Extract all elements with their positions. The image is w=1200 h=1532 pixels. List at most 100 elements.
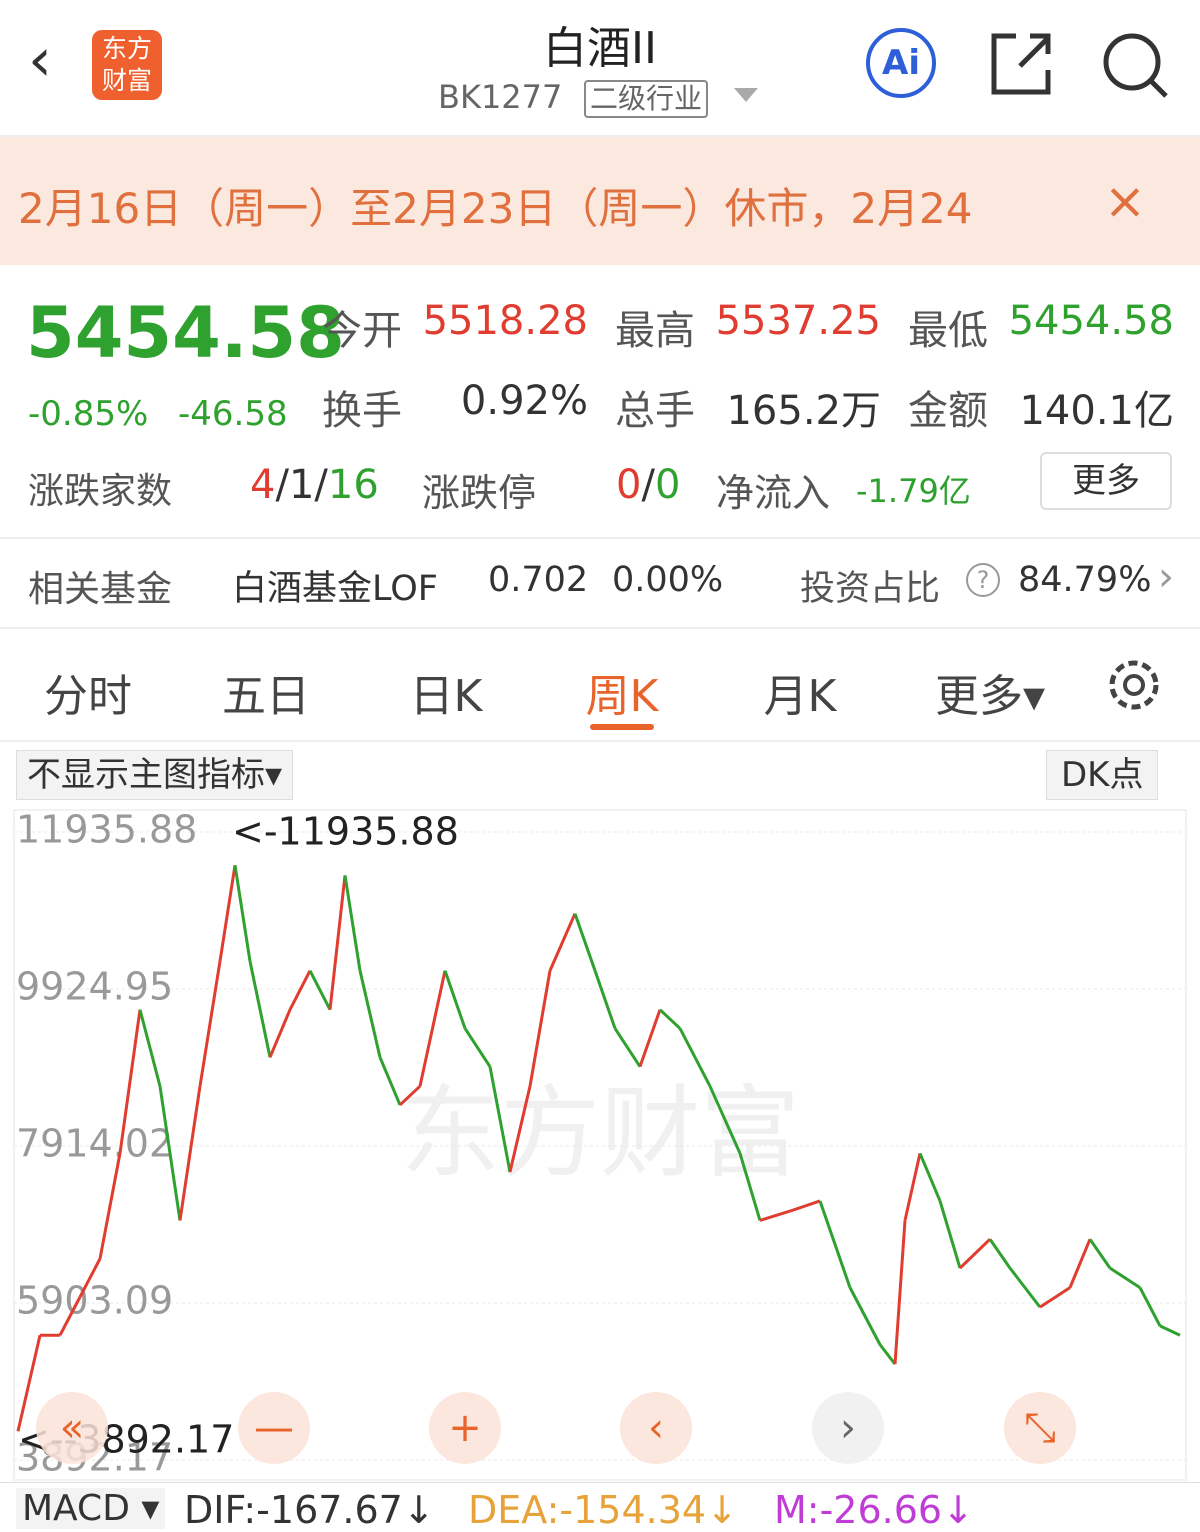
price-segment: [378, 1056, 402, 1106]
price-segment: [198, 961, 222, 1087]
price-segment: [1109, 1266, 1141, 1289]
control-icon: ‹: [648, 1405, 664, 1451]
divider: [0, 740, 1200, 742]
control-icon: ⤡: [1024, 1405, 1056, 1451]
price-segment: [938, 1200, 962, 1269]
price-segment: [1039, 1286, 1071, 1309]
price-segment: [678, 1027, 712, 1087]
search-icon[interactable]: [1103, 33, 1161, 91]
title: 白酒II: [543, 23, 657, 74]
price-segment: [308, 969, 332, 1011]
price-segment: [328, 875, 347, 1010]
max-label: <-11935.88: [232, 810, 459, 854]
ratio: 84.79%: [1018, 560, 1152, 600]
limit: 0/0: [616, 462, 680, 508]
price-segment: [573, 913, 597, 972]
indicator-select[interactable]: 不显示主图指标▾: [16, 750, 294, 800]
y-tick-label: 7914.02: [16, 1122, 173, 1166]
dropdown[interactable]: [734, 88, 758, 102]
limit-label: 涨跌停: [422, 471, 537, 515]
price-segment: [1138, 1286, 1162, 1327]
share-icon[interactable]: [991, 33, 1051, 95]
price-segment: [78, 1258, 102, 1298]
quote-label: 总手: [615, 388, 695, 434]
price-segment: [16, 1334, 42, 1432]
code: BK1277: [438, 78, 563, 116]
macd-bar: [0, 1482, 1200, 1531]
quote-label: 换手: [322, 388, 402, 434]
settings[interactable]: [1104, 655, 1164, 715]
quote-label: 金额: [908, 388, 988, 434]
price-segment: [759, 1209, 791, 1222]
price-segment: [138, 1009, 162, 1087]
search-icon-handle: [1149, 79, 1168, 98]
breadth-flat: 1: [288, 462, 315, 508]
help[interactable]: ?: [966, 563, 1000, 597]
tab[interactable]: 更多▾: [934, 671, 1046, 722]
ai-button[interactable]: Ai: [866, 28, 936, 98]
back[interactable]: ‹: [28, 25, 52, 95]
price: 5454.58: [26, 292, 345, 374]
price-segment: [789, 1199, 821, 1213]
watermark: 东方财富: [400, 1074, 800, 1191]
gear-hub: [1123, 674, 1145, 696]
control-icon: —: [254, 1405, 294, 1451]
divider: [0, 627, 1200, 629]
fund-label: 相关基金: [28, 569, 173, 610]
price-segment: [918, 1152, 942, 1202]
tab[interactable]: 日K: [409, 671, 483, 722]
header-icons: [991, 33, 1168, 98]
badge[interactable]: 二级行业: [584, 80, 709, 118]
sep: /: [314, 462, 328, 508]
quote-label: 最低: [908, 308, 988, 354]
chart-control[interactable]: [36, 1392, 108, 1464]
chart-control[interactable]: [429, 1392, 501, 1464]
price-segment: [708, 1085, 742, 1154]
quote-value: 165.2万: [726, 388, 881, 434]
dk-button[interactable]: DK点: [1046, 750, 1159, 800]
chart-control[interactable]: [1004, 1392, 1076, 1464]
price-segment: [878, 1343, 897, 1366]
tab[interactable]: 月K: [763, 671, 837, 722]
price-segment: [58, 1296, 82, 1336]
more-button[interactable]: 更多: [1040, 452, 1172, 510]
price-segment: [893, 1220, 907, 1365]
price-segment: [218, 865, 237, 962]
price-segment: [903, 1153, 922, 1221]
price-segment: [548, 913, 577, 972]
price-segment: [488, 1066, 512, 1173]
price-segment: [443, 970, 467, 1029]
inflow: -1.79亿: [856, 472, 971, 510]
logo: 东方财富: [92, 30, 162, 100]
tab[interactable]: 周K: [585, 671, 659, 722]
fund-name[interactable]: 白酒基金LOF: [232, 569, 438, 609]
price-segment: [158, 1085, 182, 1221]
chart-control[interactable]: [620, 1392, 692, 1464]
breadth-label: 涨跌家数: [28, 471, 173, 512]
price-segment: [118, 1009, 142, 1154]
change: -46.58: [178, 394, 288, 434]
gear: [1109, 660, 1159, 710]
y-tick-label: 9924.95: [16, 965, 173, 1009]
breadth: 4/1/16: [250, 462, 379, 508]
notice-close[interactable]: ×: [1104, 172, 1146, 230]
quote-label: 今开: [322, 308, 402, 354]
breadth-up: 4: [250, 462, 276, 508]
fund-arrow[interactable]: ›: [1158, 554, 1174, 600]
chart-control[interactable]: [238, 1392, 310, 1464]
macd-select[interactable]: MACD ▾: [16, 1488, 166, 1529]
tab[interactable]: 分时: [44, 671, 132, 722]
limit-up: 0: [616, 462, 642, 508]
price-segment: [1008, 1267, 1042, 1309]
inflow-label: 净流入: [716, 471, 831, 515]
price-segment: [1159, 1324, 1181, 1337]
divider: [0, 537, 1200, 539]
price-segment: [178, 1085, 202, 1221]
price-segment: [658, 1008, 682, 1030]
sep: /: [275, 462, 289, 508]
fund-pct: 0.00%: [612, 560, 724, 600]
chart-control[interactable]: [812, 1392, 884, 1464]
tab[interactable]: 五日: [222, 671, 310, 722]
control-icon: ›: [840, 1405, 856, 1451]
